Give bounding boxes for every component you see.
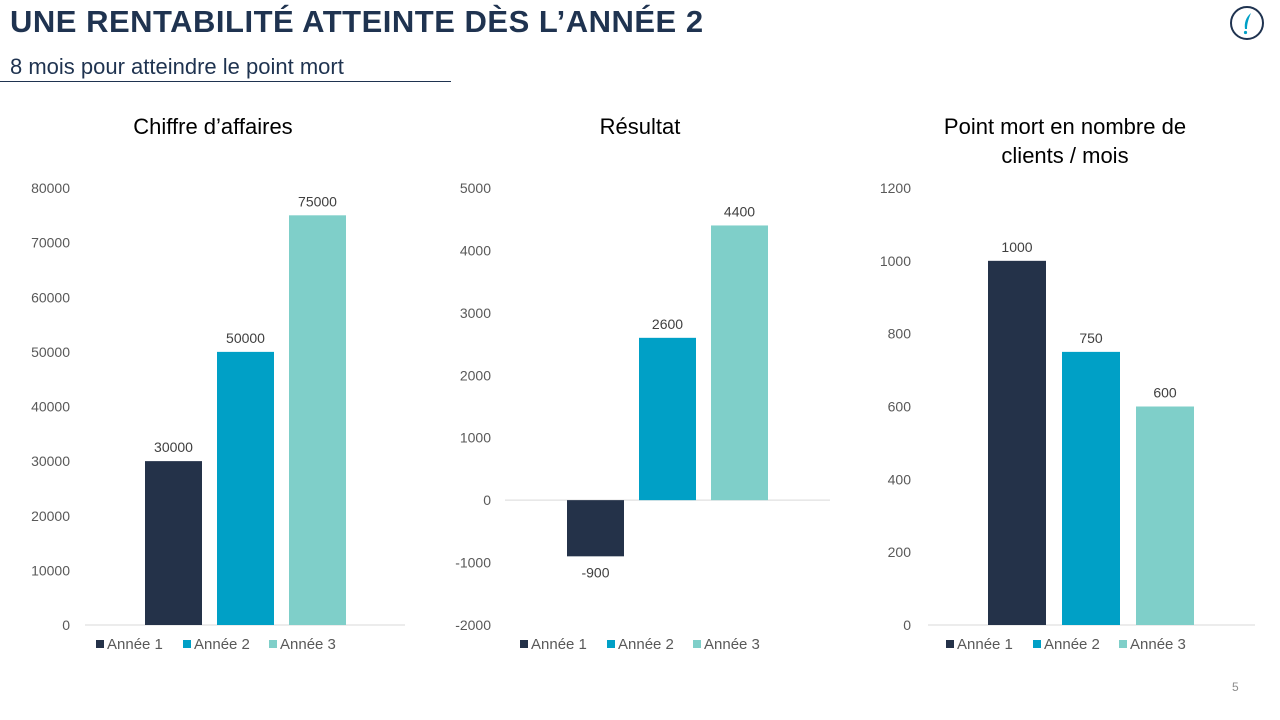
chart-svg: Chiffre d’affaires 0 10000 20000 30000 40000 5…	[31, 114, 405, 653]
legend-label: Année 3	[704, 636, 760, 653]
bar-annee-3	[711, 225, 768, 501]
data-label: 750	[1079, 330, 1103, 346]
legend-label: Année 3	[280, 636, 336, 653]
y-tick-label: 30000	[31, 453, 70, 469]
y-tick-label: 0	[903, 617, 911, 633]
y-tick-label: 20000	[31, 508, 70, 524]
chart-svg: Résultat -2000 -1000 0 1000 2000 3000 4000 5000 -…	[455, 114, 830, 653]
chart-title: Résultat	[600, 114, 681, 139]
y-tick-label: 800	[888, 326, 912, 342]
y-tick-label: 1000	[460, 430, 491, 446]
bar-annee-2	[1062, 351, 1120, 625]
page-subtitle: 8 mois pour atteindre le point mort	[10, 54, 344, 79]
y-tick-label: 60000	[31, 289, 70, 305]
legend-label: Année 2	[1044, 636, 1100, 653]
data-label: 75000	[298, 193, 337, 209]
page-title: UNE RENTABILITÉ ATTEINTE DÈS L’ANNÉE 2	[10, 4, 704, 39]
y-tick-label: 40000	[31, 399, 70, 415]
legend-swatch	[693, 640, 701, 648]
y-tick-label: 1000	[880, 253, 911, 269]
chart-title: clients / mois	[1001, 143, 1128, 168]
y-tick-label: 3000	[460, 305, 491, 321]
legend-swatch	[946, 640, 954, 648]
data-label: 2600	[652, 316, 683, 332]
legend-label: Année 3	[1130, 636, 1186, 653]
y-tick-label: 400	[888, 471, 912, 487]
chart-svg: Point mort en nombre de clients / mois 0 20…	[880, 114, 1255, 653]
y-tick-label: 10000	[31, 562, 70, 578]
legend-swatch	[607, 640, 615, 648]
legend-item-annee-1: Année 1	[520, 636, 587, 653]
y-tick-label: 200	[888, 544, 912, 560]
legend-item-annee-3: Année 3	[1119, 636, 1186, 653]
legend-label: Année 2	[618, 636, 674, 653]
legend-item-annee-2: Année 2	[183, 636, 250, 653]
data-label: 4400	[724, 203, 755, 219]
y-tick-label: 0	[62, 617, 70, 633]
data-label: 600	[1153, 385, 1177, 401]
legend-item-annee-3: Année 3	[693, 636, 760, 653]
y-tick-label: 0	[483, 492, 491, 508]
legend-swatch	[96, 640, 104, 648]
legend-item-annee-1: Année 1	[946, 636, 1013, 653]
data-label: 1000	[1001, 239, 1032, 255]
legend-swatch	[1119, 640, 1127, 648]
legend-swatch	[520, 640, 528, 648]
y-tick-label: 1200	[880, 180, 911, 196]
data-label: 30000	[154, 439, 193, 455]
y-tick-label: 2000	[460, 367, 491, 383]
bar-annee-2	[639, 337, 696, 501]
bar-annee-3	[1136, 406, 1194, 625]
legend-swatch	[183, 640, 191, 648]
legend-label: Année 1	[107, 636, 163, 653]
legend-label: Année 1	[957, 636, 1013, 653]
bar-annee-2	[217, 351, 274, 625]
y-tick-label: 600	[888, 399, 912, 415]
bar-annee-3	[289, 215, 346, 625]
legend-swatch	[269, 640, 277, 648]
legend-swatch	[1033, 640, 1041, 648]
legend-label: Année 2	[194, 636, 250, 653]
subtitle-underline	[0, 81, 451, 82]
data-label: 50000	[226, 330, 265, 346]
legend-label: Année 1	[531, 636, 587, 653]
data-label: -900	[581, 564, 609, 580]
legend-item-annee-2: Année 2	[1033, 636, 1100, 653]
quill-logo-icon	[1230, 6, 1264, 40]
bar-annee-1	[145, 461, 202, 625]
y-tick-label: 70000	[31, 235, 70, 251]
y-tick-label: -1000	[455, 555, 491, 571]
legend-item-annee-3: Année 3	[269, 636, 336, 653]
y-tick-label: 5000	[460, 180, 491, 196]
chart-title: Chiffre d’affaires	[133, 114, 292, 139]
y-tick-label: 50000	[31, 344, 70, 360]
y-tick-label: 80000	[31, 180, 70, 196]
chart-point-mort: Point mort en nombre de clients / mois 0 20…	[850, 100, 1280, 670]
legend-item-annee-1: Année 1	[96, 636, 163, 653]
chart-title: Point mort en nombre de	[944, 114, 1186, 139]
y-tick-label: -2000	[455, 617, 491, 633]
page-number: 5	[1232, 680, 1239, 694]
chart-chiffre-affaires: Chiffre d’affaires 0 10000 20000 30000 40000 5…	[0, 100, 420, 670]
bar-annee-1	[988, 260, 1046, 625]
chart-resultat: Résultat -2000 -1000 0 1000 2000 3000 4000 5000 -…	[425, 100, 845, 670]
legend-item-annee-2: Année 2	[607, 636, 674, 653]
y-tick-label: 4000	[460, 242, 491, 258]
bar-annee-1	[567, 500, 624, 557]
